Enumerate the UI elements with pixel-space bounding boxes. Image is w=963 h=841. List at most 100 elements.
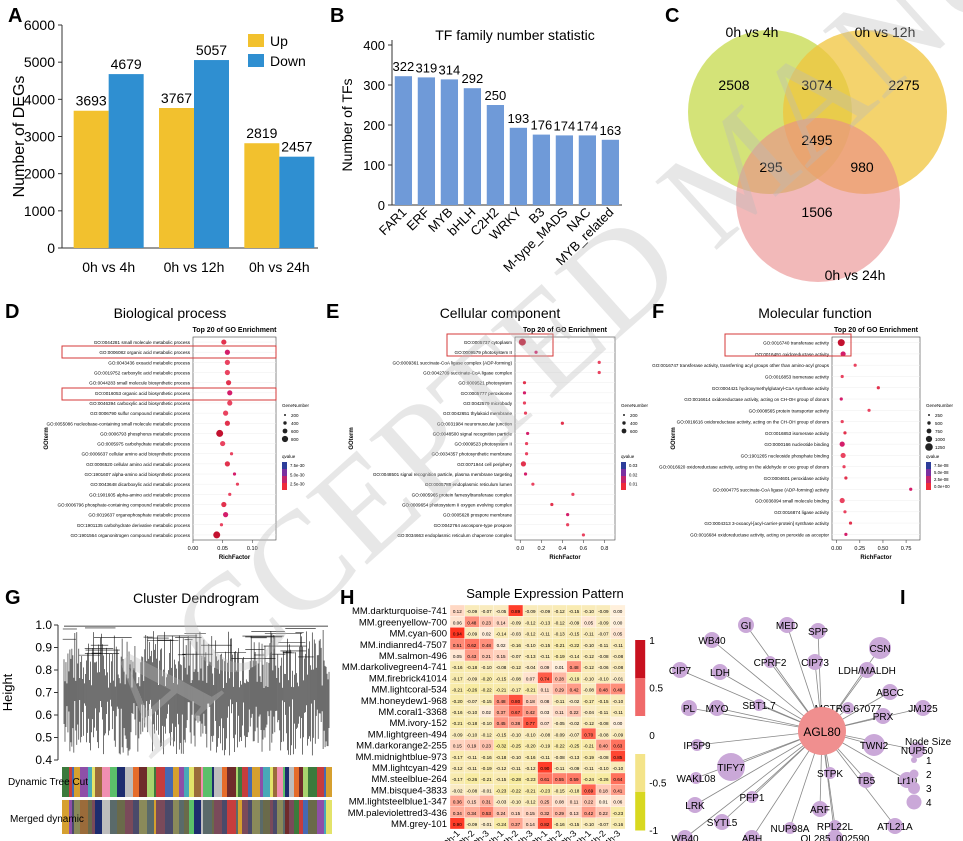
network-node [744, 830, 760, 841]
cell-value: -0.08 [554, 755, 565, 760]
go-term-label: GO:0016747 transferase activity, transfe… [652, 363, 830, 368]
network-node-label: STPK [817, 769, 843, 780]
legend-color-swatch [926, 483, 931, 490]
network-node [812, 801, 828, 817]
panel-i-network: GI MED SPP CSN WB40 CPRF2 CIP73 CIP7 LDH LDH/MALD… [669, 617, 952, 841]
tree-cut-color-cell [242, 767, 248, 797]
x-tick-label: 0h vs 4h [82, 259, 135, 275]
merged-color-cell [227, 800, 236, 834]
go-term-label: GO:0055086 nucleobase-containing small m… [46, 421, 190, 426]
cell-value: 0.80 [511, 699, 520, 704]
go-term-label: GO:0016491 oxidoreductase activity [755, 352, 830, 357]
go-term-dot [522, 391, 527, 395]
cell-value: -0.07 [598, 822, 609, 827]
cell-value: -0.28 [510, 777, 521, 782]
cell-value: -0.11 [554, 699, 565, 704]
merged-color-cell [147, 800, 154, 834]
network-node-label: LDH/MALDH [838, 666, 896, 677]
cell-value: -0.12 [510, 665, 521, 670]
cell-value: -0.10 [583, 676, 594, 681]
cell-value: 0.77 [526, 721, 535, 726]
panel-letter-g: G [5, 587, 21, 609]
go-term-dot [840, 452, 846, 459]
network-node [672, 662, 688, 678]
venn-region-count: 295 [759, 159, 783, 175]
cell-value: -0.05 [554, 721, 565, 726]
cell-value: 0.14 [497, 620, 506, 625]
legend-size-dot [906, 794, 922, 810]
cell-value: -0.12 [496, 766, 507, 771]
network-node-label: CIP73 [801, 658, 829, 669]
row-label: MM.lightcoral-534 [372, 685, 448, 696]
go-term-dot [531, 482, 535, 486]
go-term-dot [221, 339, 227, 345]
go-term-dot [224, 369, 230, 376]
cell-value: 0.74 [540, 676, 549, 681]
tf-bar [394, 76, 413, 205]
network-node-label: TWN2 [860, 741, 889, 752]
network-node [687, 797, 703, 813]
network-node-label: CSN [869, 644, 890, 655]
go-term-dot [518, 338, 526, 346]
legend-size-title: GeneNumber [282, 403, 310, 408]
row-label: MM.cyan-600 [389, 629, 447, 640]
row-label: MM.coral1-3368 [378, 707, 447, 718]
go-term-label: GO:0009579 photosystem II [455, 350, 512, 355]
tree-cut-color-cell [324, 767, 326, 797]
x-axis-label: RichFactor [219, 555, 251, 561]
go-term-label: GO:0006082 organic acid metabolic proces… [99, 350, 190, 355]
tree-cut-color-cell [203, 767, 212, 797]
network-node [882, 684, 898, 700]
tf-bar [463, 88, 482, 205]
cell-value: 0.70 [584, 732, 593, 737]
cell-value: -0.07 [598, 632, 609, 637]
merged-color-cell [214, 800, 222, 834]
bar-up [159, 107, 194, 248]
plot-frame [514, 336, 616, 541]
chart-subtitle: Top 20 of GO Enrichment [834, 327, 919, 334]
network-node [691, 739, 703, 751]
cell-value: -0.25 [510, 744, 521, 749]
cell-value: -0.15 [598, 699, 609, 704]
legend-color-swatch [282, 476, 287, 483]
tree-cut-color-cell [110, 767, 117, 797]
network-node [738, 617, 754, 633]
panel-letter-f: F [652, 301, 664, 323]
tree-cut-color-cell [285, 767, 289, 797]
cell-value: 0.90 [453, 822, 462, 827]
go-term-dot [213, 531, 221, 539]
cell-value: -0.11 [467, 755, 478, 760]
go-term-dot [220, 440, 226, 447]
legend-swatch-down [248, 54, 264, 67]
cell-value: -0.15 [481, 699, 492, 704]
go-term-dot [223, 512, 229, 518]
legend-size-label: 400 [630, 421, 638, 426]
merged-color-cell [203, 800, 212, 834]
cell-value: -0.21 [496, 688, 507, 693]
legend-color-step [635, 640, 646, 679]
network-edge [684, 730, 823, 839]
cell-value: 0.06 [613, 800, 622, 805]
cell-value: -0.15 [569, 822, 580, 827]
bar-value-label: 3693 [76, 93, 107, 109]
chart-subtitle: Top 20 of GO Enrichment [193, 327, 278, 334]
go-term-dot [227, 400, 233, 406]
tree-cut-color-cell [69, 767, 72, 797]
cell-value: -0.08 [598, 755, 609, 760]
cell-value: -0.21 [452, 688, 463, 693]
cell-value: 0.43 [467, 654, 476, 659]
merged-color-cell [95, 800, 102, 834]
merged-color-cell [154, 800, 156, 834]
go-term-dot [224, 420, 230, 426]
go-term-dot [848, 521, 853, 525]
go-term-label: GO:0019752 carboxylic acid metabolic pro… [94, 371, 191, 376]
cell-value: -0.23 [496, 788, 507, 793]
cell-value: 0.34 [467, 811, 476, 816]
panel-letter-i: I [900, 587, 906, 609]
cell-value: -0.11 [554, 766, 565, 771]
merged-color-cell [179, 800, 184, 834]
bar-value-label: 174 [577, 118, 599, 133]
tree-cut-color-cell [214, 767, 222, 797]
cell-value: -0.15 [554, 788, 565, 793]
network-node [677, 830, 693, 841]
